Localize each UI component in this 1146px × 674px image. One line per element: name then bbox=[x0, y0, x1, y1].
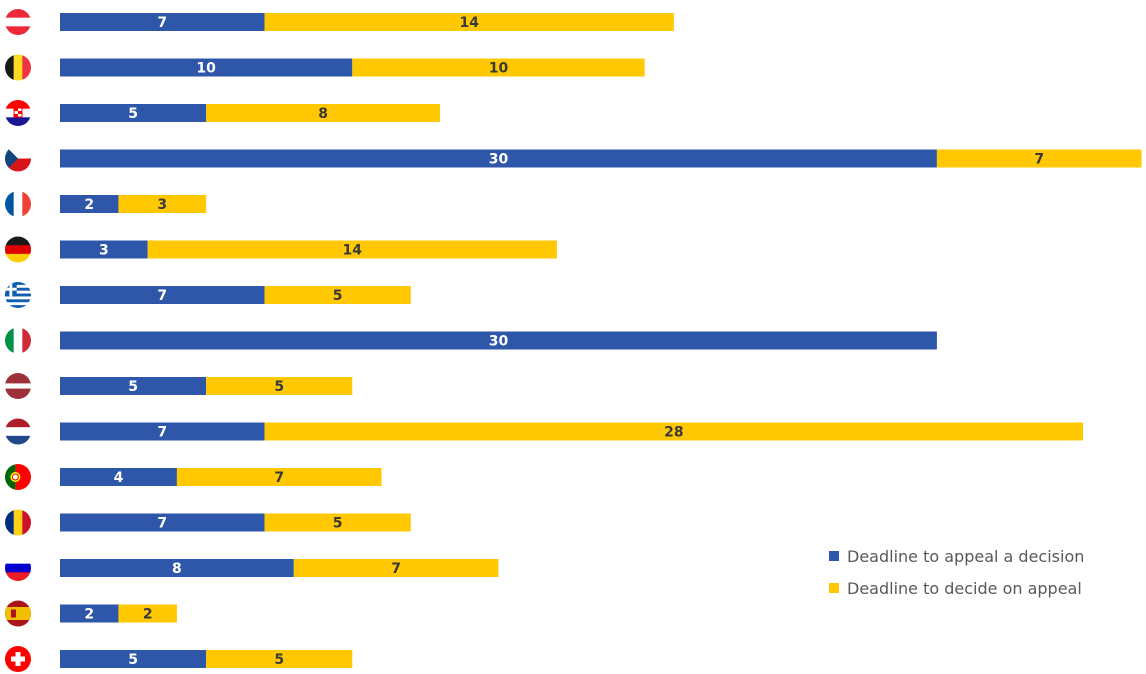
bar-appeal-switzerland bbox=[60, 650, 207, 668]
bar-appeal-spain bbox=[60, 604, 119, 623]
label-appeal-france: 2 bbox=[84, 197, 94, 213]
romania-flag-icon bbox=[5, 509, 31, 536]
bar-appeal-netherlands bbox=[60, 422, 265, 441]
label-decide-romania: 5 bbox=[333, 516, 343, 532]
label-appeal-slovenia: 8 bbox=[172, 561, 182, 577]
label-decide-spain: 2 bbox=[143, 607, 153, 623]
label-decide-switzerland: 5 bbox=[274, 652, 284, 668]
label-decide-france: 3 bbox=[157, 197, 167, 213]
label-decide-croatia: 8 bbox=[318, 106, 328, 122]
croatia-flag-icon bbox=[5, 100, 31, 126]
bar-decide-netherlands bbox=[264, 422, 1084, 441]
bar-appeal-greece bbox=[60, 286, 265, 304]
bar-appeal-romania bbox=[60, 513, 265, 532]
bar-appeal-france bbox=[60, 195, 119, 213]
label-appeal-germany: 3 bbox=[99, 243, 109, 259]
bar-decide-slovenia bbox=[293, 559, 499, 577]
slovenia-flag-icon bbox=[5, 555, 31, 581]
bar-appeal-croatia bbox=[60, 104, 207, 122]
bar-decide-romania bbox=[264, 513, 411, 532]
legend: Deadline to appeal a decision Deadline t… bbox=[829, 540, 1084, 604]
latvia-flag-icon bbox=[5, 373, 31, 399]
bar-decide-latvia bbox=[206, 377, 353, 395]
bars-group bbox=[60, 13, 1142, 668]
bar-decide-greece bbox=[264, 286, 411, 304]
portugal-flag-icon bbox=[5, 464, 31, 490]
label-appeal-greece: 7 bbox=[157, 288, 167, 304]
bar-decide-belgium bbox=[352, 58, 645, 77]
label-appeal-spain: 2 bbox=[84, 607, 94, 623]
label-decide-slovenia: 7 bbox=[391, 561, 401, 577]
legend-label-appeal: Deadline to appeal a decision bbox=[847, 546, 1085, 566]
bar-appeal-italy bbox=[60, 331, 937, 350]
bar-decide-france bbox=[118, 195, 207, 213]
label-appeal-portugal: 4 bbox=[114, 470, 124, 486]
label-decide-latvia: 5 bbox=[274, 379, 284, 395]
bar-decide-spain bbox=[118, 604, 177, 623]
italy-flag-icon bbox=[5, 327, 31, 354]
label-decide-portugal: 7 bbox=[274, 470, 284, 486]
bar-appeal-germany bbox=[60, 240, 148, 259]
label-decide-austria: 14 bbox=[459, 15, 479, 31]
label-appeal-czechia: 30 bbox=[489, 152, 509, 168]
label-appeal-netherlands: 7 bbox=[157, 425, 167, 441]
bar-appeal-austria bbox=[60, 13, 265, 31]
label-appeal-italy: 30 bbox=[489, 334, 509, 350]
legend-swatch-decide bbox=[829, 583, 839, 593]
bar-decide-austria bbox=[264, 13, 674, 31]
bar-decide-germany bbox=[147, 240, 557, 259]
label-decide-greece: 5 bbox=[333, 288, 343, 304]
legend-swatch-appeal bbox=[829, 551, 839, 561]
bar-appeal-czechia bbox=[60, 149, 937, 168]
label-appeal-croatia: 5 bbox=[128, 106, 138, 122]
label-decide-belgium: 10 bbox=[489, 61, 509, 77]
label-appeal-belgium: 10 bbox=[196, 61, 216, 77]
switzerland-flag-icon bbox=[5, 646, 31, 672]
label-appeal-romania: 7 bbox=[157, 516, 167, 532]
czechia-flag-icon bbox=[5, 145, 31, 172]
label-appeal-latvia: 5 bbox=[128, 379, 138, 395]
bar-decide-portugal bbox=[176, 468, 382, 486]
legend-item-appeal: Deadline to appeal a decision bbox=[829, 540, 1084, 572]
bar-appeal-portugal bbox=[60, 468, 177, 486]
netherlands-flag-icon bbox=[5, 418, 31, 445]
flag-column bbox=[5, 9, 31, 672]
austria-flag-icon bbox=[5, 9, 31, 35]
legend-item-decide: Deadline to decide on appeal bbox=[829, 572, 1084, 604]
spain-flag-icon bbox=[5, 600, 31, 627]
label-decide-czechia: 7 bbox=[1034, 152, 1044, 168]
label-decide-germany: 14 bbox=[343, 243, 363, 259]
france-flag-icon bbox=[5, 191, 31, 217]
bar-appeal-slovenia bbox=[60, 559, 294, 577]
belgium-flag-icon bbox=[5, 54, 31, 81]
greece-flag-icon bbox=[5, 282, 31, 308]
label-appeal-austria: 7 bbox=[157, 15, 167, 31]
bar-decide-czechia bbox=[936, 149, 1142, 168]
bar-decide-croatia bbox=[206, 104, 440, 122]
bar-appeal-belgium bbox=[60, 58, 353, 77]
label-appeal-switzerland: 5 bbox=[128, 652, 138, 668]
legend-label-decide: Deadline to decide on appeal bbox=[847, 578, 1082, 598]
bar-appeal-latvia bbox=[60, 377, 207, 395]
germany-flag-icon bbox=[5, 236, 31, 263]
label-decide-netherlands: 28 bbox=[664, 425, 683, 441]
bar-decide-switzerland bbox=[206, 650, 353, 668]
